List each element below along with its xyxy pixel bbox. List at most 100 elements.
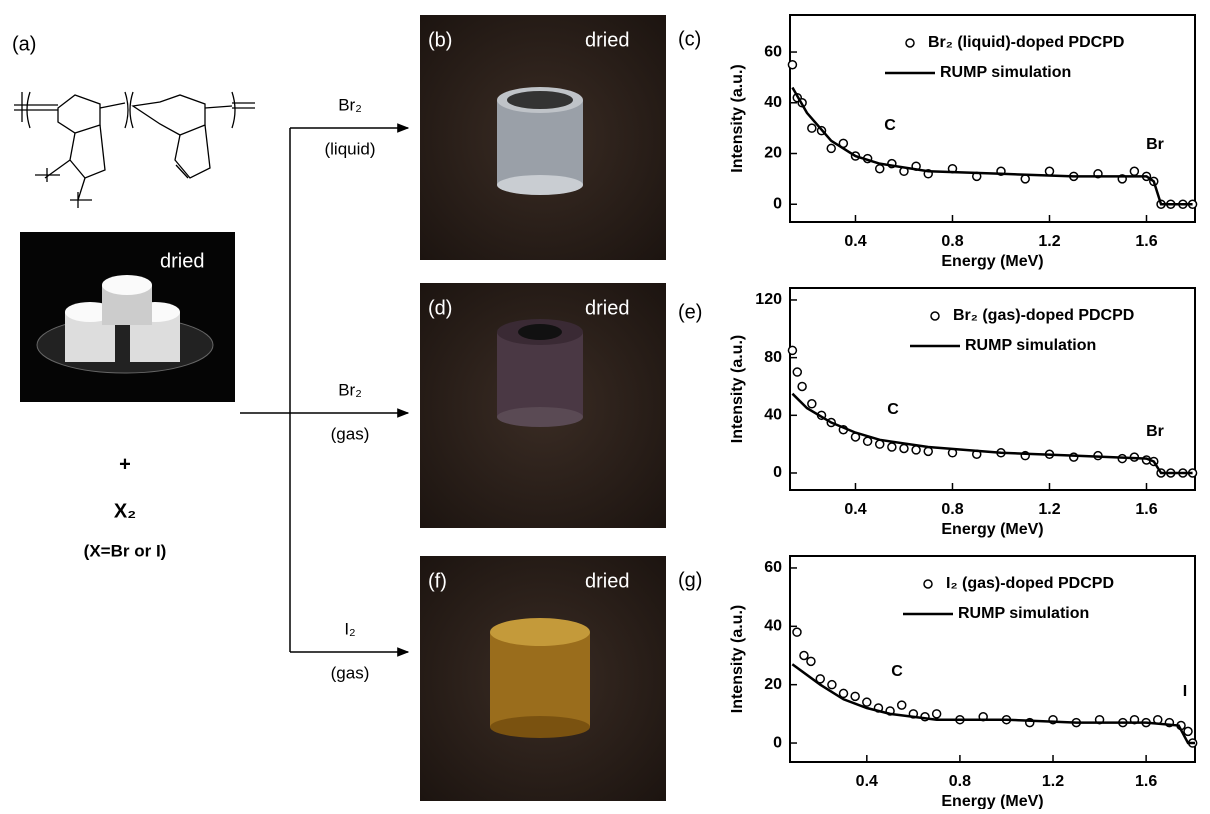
- samples-illustration: [36, 275, 214, 374]
- data-point: [1020, 174, 1030, 184]
- y-tick-label: 40: [764, 94, 782, 111]
- y-tick-label: 20: [764, 145, 782, 162]
- arrow-reagent: I₂: [344, 619, 355, 638]
- x-tick-label: 1.6: [1135, 501, 1157, 518]
- data-point: [806, 656, 816, 667]
- sample-b: [497, 87, 583, 195]
- photo-text: dried: [160, 250, 204, 272]
- data-point: [887, 442, 897, 452]
- x-tick-label: 1.6: [1135, 233, 1157, 250]
- x-tick-label: 1.2: [1042, 773, 1064, 790]
- data-point: [826, 143, 836, 154]
- x-tick-label: 0.8: [949, 773, 971, 790]
- reagent-note: (X=Br or I): [84, 541, 167, 560]
- annotation: C: [884, 117, 896, 134]
- y-axis-label: Intensity (a.u.): [729, 335, 746, 443]
- legend-marker: [923, 579, 933, 589]
- data-point: [911, 445, 921, 455]
- panel-label: (d): [428, 297, 452, 319]
- chemical-structure: [14, 91, 255, 208]
- legend-label: Br₂ (gas)-doped PDCPD: [953, 307, 1134, 324]
- y-tick-label: 60: [764, 43, 782, 60]
- data-point: [815, 674, 826, 684]
- arrow-tree: [240, 123, 410, 657]
- data-point: [787, 59, 798, 70]
- data-point: [799, 650, 809, 661]
- photo-text: dried: [585, 570, 629, 592]
- arrow-phase: (gas): [331, 424, 370, 443]
- annotation: Br: [1146, 136, 1164, 153]
- simulation-line: [791, 392, 1193, 475]
- plot-frame: [789, 555, 1196, 763]
- data-point: [827, 679, 837, 690]
- y-tick-label: 0: [773, 195, 782, 212]
- x-tick-label: 1.2: [1038, 233, 1060, 250]
- data-point: [931, 709, 942, 719]
- photo-text: dried: [585, 29, 629, 51]
- data-point: [896, 700, 907, 710]
- arrow-phase: (gas): [331, 663, 370, 682]
- y-tick-label: 120: [755, 291, 782, 308]
- data-point: [807, 123, 817, 133]
- photo-text: dried: [585, 297, 629, 319]
- x-tick-label: 0.8: [941, 233, 963, 250]
- reagent: X₂: [114, 500, 136, 522]
- x-axis-label: Energy (MeV): [941, 253, 1043, 270]
- y-tick-label: 60: [764, 559, 782, 576]
- y-tick-label: 40: [764, 407, 782, 424]
- data-point: [850, 691, 860, 702]
- x-tick-label: 0.8: [941, 501, 963, 518]
- y-axis-label: Intensity (a.u.): [729, 64, 746, 172]
- x-tick-label: 1.6: [1135, 773, 1157, 790]
- legend-label: RUMP simulation: [965, 337, 1096, 354]
- data-point: [862, 697, 872, 707]
- legend-marker: [905, 38, 915, 48]
- y-tick-label: 0: [773, 734, 782, 751]
- sample-f: [490, 618, 590, 738]
- legend-label: Br₂ (liquid)-doped PDCPD: [928, 34, 1124, 51]
- x-tick-label: 1.2: [1038, 501, 1060, 518]
- plot-frame: [789, 14, 1196, 223]
- legend-label: RUMP simulation: [958, 605, 1089, 622]
- x-tick-label: 0.4: [844, 233, 866, 250]
- data-point: [923, 446, 933, 457]
- legend-label: I₂ (gas)-doped PDCPD: [946, 575, 1114, 592]
- y-tick-label: 20: [764, 676, 782, 693]
- data-point: [792, 627, 802, 637]
- legend-marker: [930, 311, 940, 321]
- data-point: [1044, 166, 1055, 177]
- x-axis-label: Energy (MeV): [941, 521, 1043, 538]
- data-point: [838, 688, 849, 699]
- data-point: [1183, 726, 1193, 737]
- plot-frame: [789, 287, 1196, 491]
- panel-label: (g): [678, 569, 702, 591]
- panel-label: (f): [428, 570, 447, 592]
- arrow-reagent: Br₂: [338, 380, 362, 399]
- panel-label: (a): [12, 33, 36, 55]
- panel-label: (b): [428, 29, 452, 51]
- data-point: [899, 443, 909, 454]
- plus-sign: +: [119, 453, 131, 475]
- panel-label: (e): [678, 301, 702, 323]
- y-axis-label: Intensity (a.u.): [729, 605, 746, 713]
- data-point: [787, 345, 798, 356]
- annotation: C: [891, 663, 903, 680]
- x-axis-label: Energy (MeV): [941, 793, 1043, 809]
- arrow-phase: (liquid): [324, 139, 375, 158]
- panel-label: (c): [678, 28, 701, 50]
- simulation-line: [791, 663, 1195, 745]
- y-tick-label: 0: [773, 464, 782, 481]
- simulation-line: [791, 86, 1193, 206]
- sample-d: [497, 319, 583, 427]
- data-point: [797, 381, 807, 392]
- data-point: [792, 367, 803, 377]
- x-tick-label: 0.4: [844, 501, 866, 518]
- y-tick-label: 40: [764, 618, 782, 635]
- data-point: [862, 436, 873, 447]
- y-tick-label: 80: [764, 349, 782, 366]
- annotation: Br: [1146, 423, 1164, 440]
- data-point: [1129, 166, 1140, 177]
- legend-label: RUMP simulation: [940, 64, 1071, 81]
- annotation: I: [1183, 683, 1187, 700]
